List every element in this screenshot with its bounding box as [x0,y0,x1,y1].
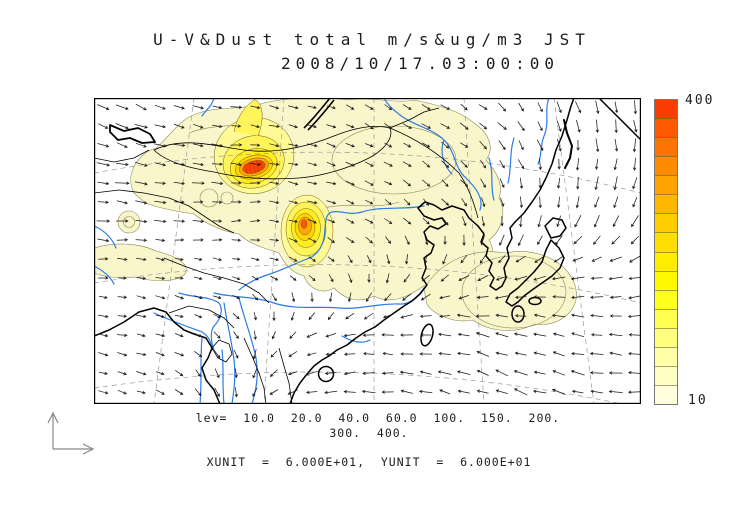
colorbar [654,99,678,405]
colorbar-segment [655,213,677,233]
wind-vector-layer [96,100,641,398]
map-plot [94,98,641,404]
dust-shading-layer [94,98,577,331]
axis-arrows-icon [47,411,95,455]
plot-timestamp: 2008/10/17.03:00:00 [280,54,560,73]
colorbar-segment [655,346,677,366]
contour-levels-label-line1: lev= 10.0 20.0 40.0 60.0 100. 150. 200. [195,411,561,425]
borders-layer [94,98,479,404]
colorbar-segment [655,118,677,138]
colorbar-segment [655,100,677,119]
wind-arrow-glyphs [96,100,641,398]
map-frame [94,98,641,404]
colorbar-segment [655,251,677,271]
units-label: XUNIT = 6.000E+01, YUNIT = 6.000E+01 [206,455,532,469]
colorbar-max-label: 400 [685,93,715,108]
colorbar-min-label: 10 [688,393,708,408]
colorbar-segment [655,308,677,328]
colorbar-segment [655,175,677,195]
colorbar-segment [655,327,677,347]
graticule-layer [94,98,641,404]
colorbar-segment [655,365,677,385]
colorbar-segment [655,137,677,157]
coastlines-layer [94,98,641,404]
colorbar-segment [655,270,677,290]
colorbar-segment [655,289,677,309]
colorbar-segment [655,384,677,404]
contour-levels-label-line2: 300. 400. [329,426,409,440]
colorbar-segment [655,156,677,176]
colorbar-segment [655,194,677,214]
plot-title: U-V&Dust total m/s&ug/m3 JST [153,30,591,49]
colorbar-segment [655,232,677,252]
